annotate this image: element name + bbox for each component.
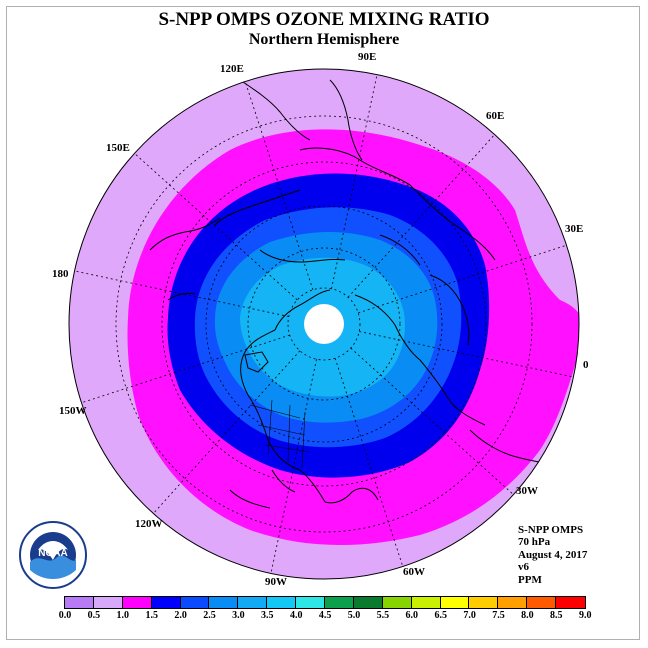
meridian-line (134, 153, 298, 301)
color-scale-bar (64, 596, 587, 609)
meridian-line (81, 334, 290, 404)
color-scale-segment (122, 597, 152, 608)
info-units: PPM (518, 573, 542, 586)
color-scale-segment (296, 597, 326, 608)
meridians (74, 74, 574, 574)
meridian-line (350, 347, 514, 495)
color-scale-segment (469, 597, 499, 608)
lon-label-90w: 90W (265, 576, 287, 588)
color-scale-segment (180, 597, 210, 608)
color-scale-tick-label: 2.5 (203, 610, 216, 621)
meridian-line (347, 134, 495, 298)
color-scale-tick-label: 4.0 (289, 610, 303, 621)
meridian-line (244, 81, 314, 290)
logo-text: NOAA (38, 548, 67, 559)
color-scale-segment (527, 597, 557, 608)
color-scale-tick-label: 8.0 (521, 610, 534, 621)
color-scale-tick-label: 0.0 (58, 610, 72, 621)
graticule (115, 115, 533, 533)
color-scale-segment (556, 597, 586, 608)
info-level: 70 hPa (518, 536, 551, 549)
color-scale-tick-label: 1.0 (116, 610, 130, 621)
lon-label-0: 0 (583, 359, 589, 371)
map-boundary (68, 68, 580, 580)
color-scale-tick-label: 5.5 (376, 610, 390, 621)
lon-label-60e: 60E (486, 110, 505, 122)
meridian-line (74, 270, 289, 317)
color-scale-segment (93, 597, 123, 608)
color-scale-tick-label: 6.0 (405, 610, 419, 621)
color-scale-tick-label: 1.5 (145, 610, 158, 621)
lon-label-120w: 120W (135, 518, 163, 530)
meridian-line (331, 74, 378, 289)
color-scale-segment (498, 597, 528, 608)
color-scale-segment (238, 597, 268, 608)
pole-gap (304, 304, 344, 344)
info-version: v6 (518, 561, 529, 574)
color-scale-tick-label: 9.0 (578, 610, 592, 621)
color-scale-segment (411, 597, 441, 608)
meridian-line (358, 244, 567, 314)
color-scale-segment (353, 597, 383, 608)
color-scale-segment (209, 597, 239, 608)
info-date: August 4, 2017 (518, 548, 588, 561)
lon-label-150w: 150W (59, 405, 87, 417)
color-scale-tick-label: 3.0 (232, 610, 245, 621)
map-title: S-NPP OMPS OZONE MIXING RATIO (158, 9, 490, 30)
color-scale-tick-label: 4.5 (318, 610, 332, 621)
figure-frame (6, 6, 640, 640)
lon-label-120e: 120E (220, 63, 244, 75)
color-scale-tick-label: 8.5 (550, 610, 563, 621)
meridian-line (334, 358, 404, 567)
color-scale-tick-label: 3.5 (261, 610, 274, 621)
color-scale-tick-label: 5.0 (347, 610, 361, 621)
color-scale-tick-label: 7.5 (492, 610, 505, 621)
noaa-logo: NOAA (19, 521, 87, 589)
color-scale-tick-label: 6.5 (434, 610, 447, 621)
color-scale-segment (382, 597, 412, 608)
info-block: S-NPP OMPS 70 hPa August 4, 2017 v6 PPM (518, 524, 587, 586)
color-scale-tick-label: 7.0 (463, 610, 476, 621)
color-scale-segment (267, 597, 297, 608)
lon-label-30e: 30E (565, 223, 584, 235)
lon-label-30w: 30W (516, 485, 538, 497)
us-state-lines (249, 399, 311, 469)
lon-label-60w: 60W (403, 566, 425, 578)
info-instrument: S-NPP OMPS (518, 524, 584, 536)
meridian-line (270, 359, 317, 574)
lon-label-150e: 150E (106, 142, 130, 154)
meridian-line (359, 331, 574, 378)
meridian-line (153, 350, 301, 514)
color-scale-segment (325, 597, 354, 608)
lon-label-90e: 90E (358, 51, 377, 63)
color-scale-segment (151, 597, 181, 608)
color-scale-segment (440, 597, 470, 608)
color-scale-tick-label: 0.5 (87, 610, 101, 621)
lon-label-180: 180 (52, 268, 69, 280)
color-scale-tick-label: 2.0 (174, 610, 187, 621)
color-scale-segment (65, 597, 94, 608)
map-subtitle: Northern Hemisphere (248, 31, 400, 48)
color-scale-ticks: 0.0 0.5 1.0 1.5 2.0 2.5 3.0 3.5 4.0 4.5 5.0 5.5 6.0 6… (0, 610, 648, 624)
